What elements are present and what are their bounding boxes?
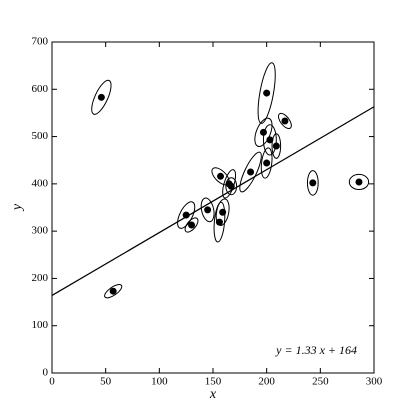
point	[247, 168, 255, 176]
y-axis-label: y	[10, 203, 25, 212]
point	[227, 182, 235, 190]
point	[355, 178, 363, 186]
error-ellipse	[306, 170, 319, 196]
point	[182, 211, 190, 219]
x-tick-label: 300	[366, 376, 383, 388]
error-ellipse	[257, 62, 276, 124]
y-tick-label: 200	[32, 272, 49, 284]
y-tick-label: 0	[43, 367, 49, 379]
error-ellipse	[271, 133, 282, 159]
y-tick-label: 500	[32, 130, 49, 142]
fit-equation: y = 1.33 x + 164	[275, 343, 357, 357]
error-ellipse	[262, 124, 277, 156]
error-ellipse	[277, 112, 292, 130]
point	[309, 179, 317, 187]
error-ellipse	[260, 147, 273, 179]
error-ellipse	[239, 151, 262, 193]
error-ellipse	[200, 197, 215, 223]
error-ellipse	[213, 201, 226, 243]
x-tick-label: 100	[151, 376, 168, 388]
point	[109, 287, 117, 295]
y-tick-label: 300	[32, 225, 49, 237]
point	[281, 117, 289, 125]
error-ellipse	[177, 201, 196, 229]
x-tick-label: 250	[312, 376, 329, 388]
point	[97, 93, 105, 101]
x-tick-label: 50	[100, 376, 112, 388]
error-ellipse	[184, 217, 199, 233]
point	[266, 136, 274, 144]
point	[215, 218, 223, 226]
point	[217, 172, 225, 180]
fit-line	[51, 106, 375, 296]
x-tick-label: 150	[205, 376, 222, 388]
point	[263, 89, 271, 97]
y-tick-label: 100	[32, 319, 49, 331]
y-tick-label: 700	[32, 36, 49, 48]
y-tick-label: 600	[32, 83, 49, 95]
error-ellipse	[91, 79, 112, 115]
error-ellipse	[348, 173, 370, 191]
error-ellipse	[225, 177, 238, 196]
point	[263, 159, 271, 167]
error-ellipse	[104, 284, 123, 299]
x-axis-label: x	[209, 387, 217, 402]
y-tick-label: 400	[32, 177, 49, 189]
point	[188, 221, 196, 229]
x-tick-label: 0	[49, 376, 55, 388]
point	[272, 142, 280, 150]
point	[204, 206, 212, 214]
error-ellipse	[254, 117, 273, 148]
x-tick-label: 200	[258, 376, 275, 388]
